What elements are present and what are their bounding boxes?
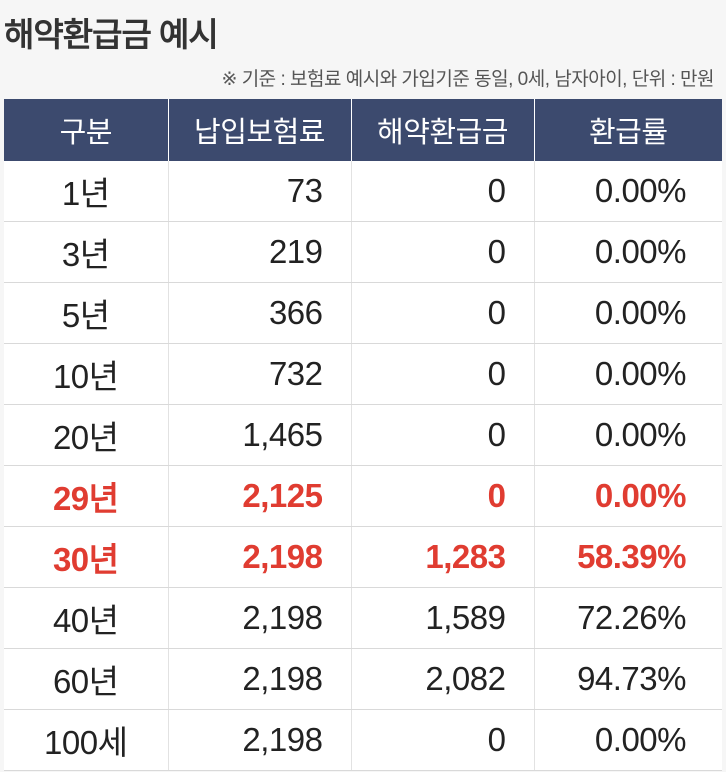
cell-premium: 2,198 <box>167 587 351 649</box>
cell-refund: 1,283 <box>350 526 534 588</box>
table-row: 10년 732 0 0.00% <box>4 343 722 405</box>
cell-premium: 73 <box>167 161 351 222</box>
cell-premium: 732 <box>167 343 351 405</box>
cell-period: 20년 <box>4 404 168 466</box>
cell-refund: 1,589 <box>350 587 534 649</box>
cell-rate: 0.00% <box>533 282 722 344</box>
table-row: 30년 2,198 1,283 58.39% <box>4 526 722 588</box>
table-row: 5년 366 0 0.00% <box>4 282 722 344</box>
header-refund: 해약환급금 <box>350 99 535 161</box>
header-rate: 환급률 <box>533 99 722 161</box>
page-title: 해약환급금 예시 <box>4 16 219 53</box>
cell-refund: 0 <box>350 404 534 466</box>
cell-premium: 1,465 <box>167 404 351 466</box>
cell-refund: 2,082 <box>350 648 534 710</box>
cell-rate: 0.00% <box>533 161 722 222</box>
table-row: 40년 2,198 1,589 72.26% <box>4 587 722 649</box>
cell-period: 100세 <box>4 709 168 771</box>
cell-refund: 0 <box>350 161 534 222</box>
cell-refund: 0 <box>350 282 534 344</box>
cell-rate: 0.00% <box>533 465 722 527</box>
cell-period: 5년 <box>4 282 168 344</box>
cell-premium: 2,125 <box>167 465 351 527</box>
cell-period: 29년 <box>4 465 168 527</box>
cell-rate: 72.26% <box>533 587 722 649</box>
table-row: 29년 2,125 0 0.00% <box>4 465 722 527</box>
cell-period: 10년 <box>4 343 168 405</box>
cell-period: 60년 <box>4 648 168 710</box>
cell-premium: 219 <box>167 221 351 283</box>
cell-premium: 2,198 <box>167 526 351 588</box>
table-row: 100세 2,198 0 0.00% <box>4 709 722 771</box>
table-header-row: 구분 납입보험료 해약환급금 환급률 <box>4 99 722 161</box>
cell-period: 30년 <box>4 526 168 588</box>
header-period: 구분 <box>4 99 169 161</box>
cell-rate: 0.00% <box>533 709 722 771</box>
basis-note: ※ 기준 : 보험료 예시와 가입기준 동일, 0세, 남자아이, 단위 : 만… <box>221 69 715 90</box>
cell-period: 3년 <box>4 221 168 283</box>
table-row: 20년 1,465 0 0.00% <box>4 404 722 466</box>
cell-premium: 366 <box>167 282 351 344</box>
cell-period: 1년 <box>4 161 168 222</box>
table-row: 1년 73 0 0.00% <box>4 161 722 222</box>
refund-table: 구분 납입보험료 해약환급금 환급률 1년 73 0 0.00% 3년 219 … <box>4 99 722 771</box>
cell-rate: 0.00% <box>533 343 722 405</box>
cell-rate: 0.00% <box>533 404 722 466</box>
cell-refund: 0 <box>350 343 534 405</box>
table-row: 3년 219 0 0.00% <box>4 221 722 283</box>
cell-period: 40년 <box>4 587 168 649</box>
cell-refund: 0 <box>350 221 534 283</box>
cell-refund: 0 <box>350 709 534 771</box>
cell-rate: 58.39% <box>533 526 722 588</box>
header-premium: 납입보험료 <box>167 99 352 161</box>
cell-premium: 2,198 <box>167 709 351 771</box>
cell-rate: 94.73% <box>533 648 722 710</box>
table-row: 60년 2,198 2,082 94.73% <box>4 648 722 710</box>
cell-premium: 2,198 <box>167 648 351 710</box>
cell-rate: 0.00% <box>533 221 722 283</box>
cell-refund: 0 <box>350 465 534 527</box>
